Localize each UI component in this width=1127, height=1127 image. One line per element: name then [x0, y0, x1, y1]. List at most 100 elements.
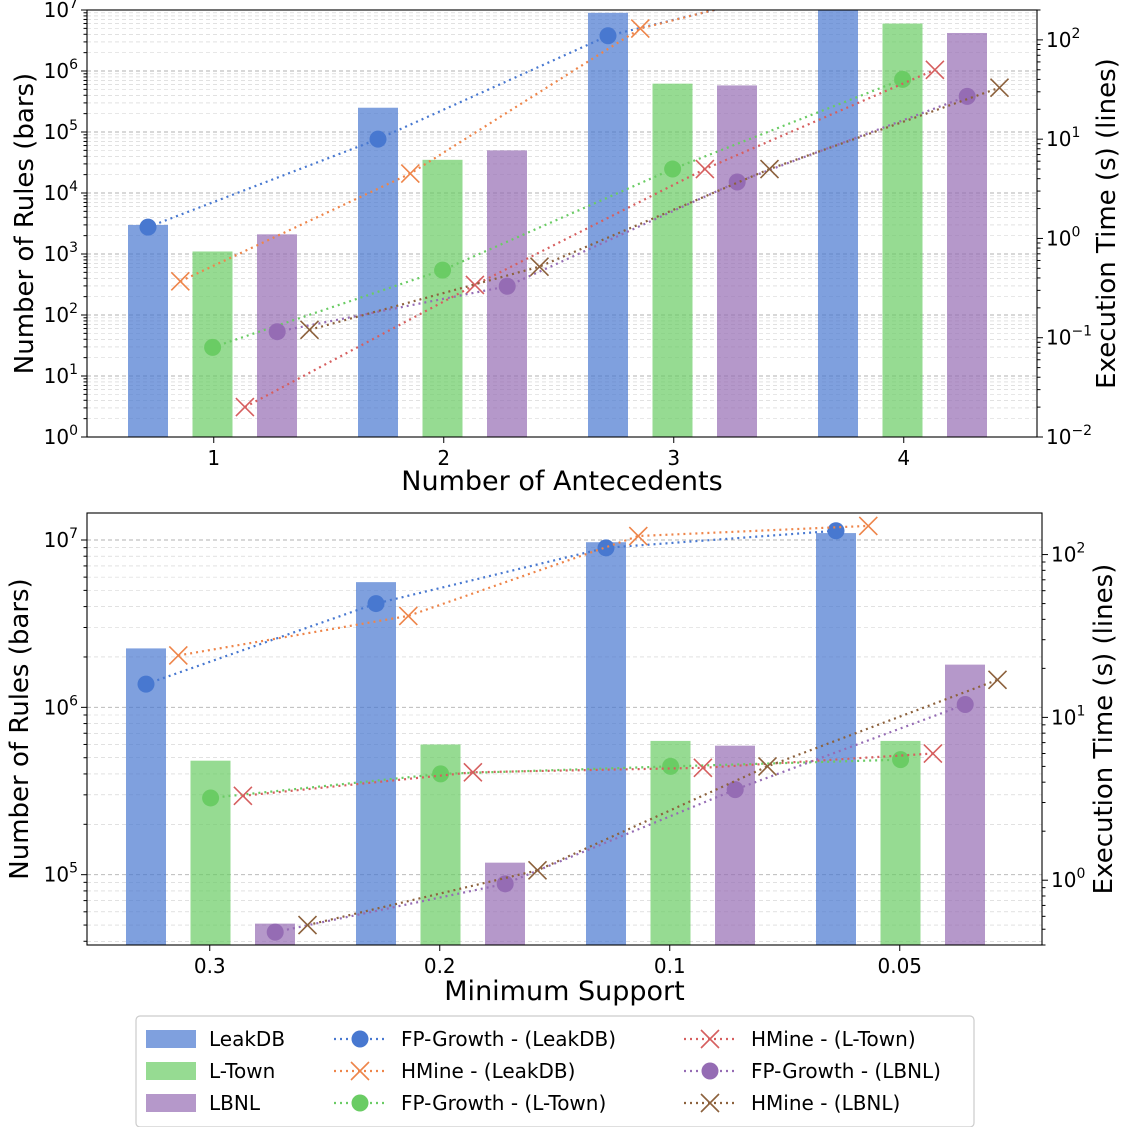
marker-hmine-leakdb-3 [630, 19, 650, 39]
legend: LeakDB L-Town LBNL FP-Growth - (LeakDB) … [135, 1015, 975, 1127]
marker-hmine-lbnl-4 [989, 78, 1010, 98]
marker-hmine-leakdb-0-1 [628, 526, 648, 546]
series-line-fp-growth-lbnl [276, 95, 968, 333]
y2-tick-label: 101 [1051, 703, 1085, 729]
legend-line-fp-leakdb [334, 1030, 386, 1048]
y2-axis-label: Execution Time (s) (lines) [1092, 58, 1122, 389]
x-axis-label: Minimum Support [444, 976, 684, 1007]
marker-hmine-lbnl-0-2 [527, 860, 548, 880]
y2-tick-base: 10 [1046, 226, 1071, 250]
y-tick-exp: 5 [69, 118, 78, 134]
series-line-hmine-leakdb [178, 524, 869, 657]
y2-tick-base: 10 [1051, 543, 1076, 567]
marker-fp-growth-lbnl-0-05 [956, 695, 974, 713]
y2-tick-base: 10 [1051, 868, 1076, 892]
y-tick-exp: 0 [69, 423, 78, 439]
y-tick-base: 10 [44, 695, 69, 719]
marker-fp-growth-lbnl-1 [268, 323, 286, 341]
series-hmine-lbnl [297, 670, 1008, 935]
bar-leakdb-2 [358, 107, 398, 438]
series-fp-growth-l-town [204, 70, 912, 356]
y2-tick-base: 10 [1051, 705, 1076, 729]
y-axis-label: Number of Rules (bars) [10, 73, 40, 374]
y-tick-label: 107 [44, 526, 78, 552]
series-line-fp-growth-leakdb [145, 529, 837, 686]
legend-label-hm-ltown: HMine - (L-Town) [751, 1027, 916, 1051]
marker-fp-growth-lbnl-3 [728, 173, 746, 191]
marker-fp-growth-lbnl-0-2 [496, 875, 514, 893]
y-tick-base: 10 [44, 181, 69, 205]
series-line-hmine-l-town [244, 68, 936, 409]
y-tick-exp: 3 [69, 240, 78, 256]
marker-hmine-l-town-0-05 [923, 743, 943, 764]
legend-label-hm-leakdb: HMine - (LeakDB) [401, 1059, 575, 1083]
legend-label-fp-lbnl: FP-Growth - (LBNL) [751, 1059, 941, 1083]
y2-tick-label: 10−1 [1046, 324, 1092, 350]
legend-label-hm-lbnl: HMine - (LBNL) [751, 1091, 900, 1115]
legend-swatch-ltown [146, 1062, 196, 1080]
legend-label-lbnl: LBNL [209, 1091, 261, 1115]
series-fp-growth-leakdb [137, 522, 845, 693]
legend-frame [135, 1015, 975, 1127]
marker-hmine-l-town-0-3 [233, 786, 253, 806]
y2-tick-label: 10−2 [1046, 423, 1092, 449]
axis-ticks [81, 539, 1048, 946]
x-tick-label-0-05: 0.05 [877, 954, 922, 978]
series-line-fp-growth-l-town [210, 758, 901, 800]
series-hmine-l-town [233, 743, 943, 806]
y-axis-label: Number of Rules (bars) [5, 578, 35, 879]
marker-hmine-l-town-0-2 [463, 762, 483, 782]
bar-leakdb-1 [128, 224, 168, 437]
marker-hmine-lbnl-3 [759, 159, 780, 179]
marker-hmine-l-town-4 [925, 60, 945, 80]
gridlines [87, 9, 1037, 438]
marker-fp-growth-leakdb-3 [599, 27, 617, 45]
y-tick-exp: 5 [69, 861, 78, 877]
bar-leakdb-0-2 [356, 582, 396, 945]
marker-fp-growth-leakdb-0-3 [137, 675, 155, 693]
marker-hmine-leakdb-0-2 [398, 606, 418, 626]
marker-fp-growth-l-town-2 [434, 261, 452, 279]
marker-hmine-lbnl-0-1 [757, 756, 778, 776]
legend-label-fp-leakdb: FP-Growth - (LeakDB) [401, 1027, 616, 1051]
legend-label-ltown: L-Town [209, 1059, 275, 1083]
y-tick-label: 101 [44, 362, 78, 388]
y2-tick-exp: −1 [1071, 324, 1092, 340]
y2-tick-exp: −2 [1071, 423, 1092, 439]
chart-antecedents: 10010110210310410510610710−210−110010110… [10, 0, 1122, 497]
series-hmine-l-town [235, 60, 945, 417]
marker-fp-growth-l-town-0-2 [432, 765, 450, 783]
legend-swatch-lbnl [146, 1094, 196, 1112]
y-tick-base: 10 [44, 425, 69, 449]
marker-hmine-leakdb-2 [400, 164, 420, 184]
x-tick-label-0-2: 0.2 [424, 954, 456, 978]
y2-tick-label: 102 [1051, 541, 1085, 567]
marker-hmine-l-town-0-1 [693, 758, 713, 778]
x-tick-label-2: 2 [437, 446, 450, 470]
y-tick-base: 10 [44, 0, 69, 22]
y2-tick-exp: 1 [1071, 125, 1080, 141]
plot-frame [86, 9, 1038, 438]
y-tick-exp: 1 [69, 362, 78, 378]
marker-fp-growth-l-town-4 [894, 70, 912, 88]
y2-axis-label: Execution Time (s) (lines) [1089, 564, 1119, 895]
y-tick-label: 103 [44, 240, 78, 266]
x-tick-label-3: 3 [667, 446, 680, 470]
gridlines [87, 539, 1042, 942]
marker-fp-growth-l-town-1 [204, 338, 222, 356]
bar-l-town-0-1 [650, 740, 691, 945]
marker-hmine-lbnl-0-3 [297, 915, 318, 935]
series-hmine-leakdb [170, 10, 719, 291]
x-tick-label-0-1: 0.1 [654, 954, 686, 978]
marker-hmine-lbnl-2 [529, 257, 550, 277]
axis-ticks [81, 9, 1043, 438]
series-line-fp-growth-l-town [212, 78, 903, 349]
series-fp-growth-leakdb [139, 10, 720, 236]
series-line-fp-growth-leakdb [147, 10, 720, 229]
series-fp-growth-l-town [202, 751, 910, 807]
marker-fp-growth-l-town-0-3 [202, 789, 220, 807]
series-hmine-leakdb [168, 516, 878, 666]
marker-fp-growth-lbnl-0-3 [266, 923, 284, 941]
y-tick-exp: 7 [69, 0, 78, 12]
